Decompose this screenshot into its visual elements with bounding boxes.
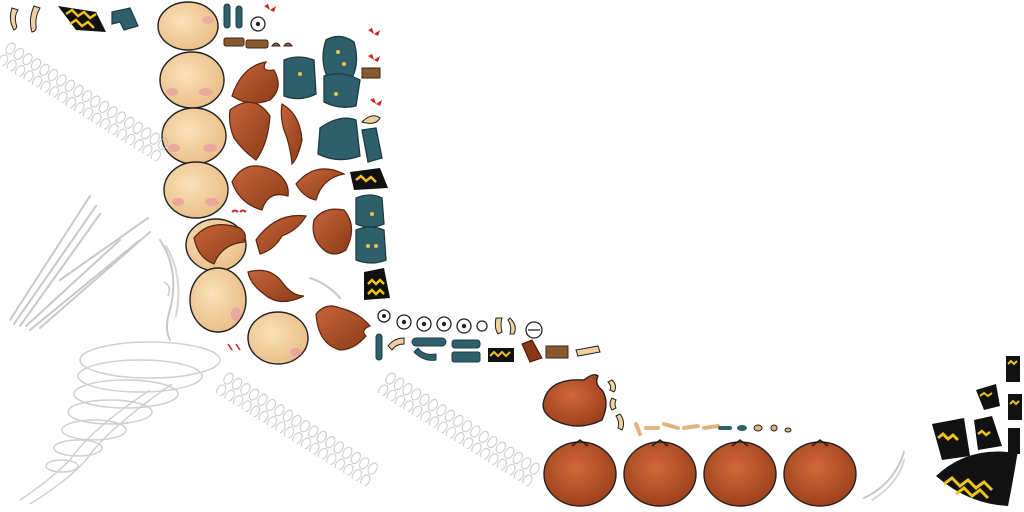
arm-sprite xyxy=(9,7,19,31)
hair-sprite xyxy=(193,224,246,265)
ribbon-sprites xyxy=(361,28,382,124)
cloth-sprite xyxy=(355,226,387,264)
spring-sprites xyxy=(0,40,543,488)
cloth-sprite xyxy=(317,117,361,161)
face-sprite xyxy=(189,267,247,333)
cloth-sprite xyxy=(323,73,361,108)
pumpkin-sprite xyxy=(783,441,857,507)
pumpkin-sprite xyxy=(703,441,777,507)
face-sprite xyxy=(163,161,229,219)
pumpkin-sprite xyxy=(623,441,697,507)
face-sprite xyxy=(161,107,227,165)
spring-sprite xyxy=(214,370,381,488)
cloth-sprite xyxy=(283,56,317,100)
hair-sprite xyxy=(255,214,307,255)
pumpkin-top-sprite xyxy=(542,373,607,427)
hair-sprite xyxy=(231,165,289,211)
hat-brim-sprite xyxy=(936,450,1018,506)
arm-sprite xyxy=(29,5,41,33)
hat-sprites xyxy=(58,6,106,32)
cloth-sprite xyxy=(355,194,385,228)
face-sprite xyxy=(159,51,225,109)
hat-sprites xyxy=(932,356,1022,506)
limb-sprites xyxy=(9,3,243,33)
hair-sprite xyxy=(280,103,303,166)
hat-stripe xyxy=(69,18,95,29)
pumpkin-sprites xyxy=(542,373,857,507)
face-sprite xyxy=(157,1,219,51)
leg-sprite xyxy=(235,5,243,29)
eye-sprites xyxy=(377,309,543,339)
spring-sprite xyxy=(0,40,172,163)
face-sprite xyxy=(247,311,309,365)
hair-sprite xyxy=(295,168,346,201)
boot-sprite xyxy=(111,7,139,31)
hair-sprites xyxy=(193,61,372,351)
wood-sprites xyxy=(223,37,293,49)
ribbon-sprite xyxy=(264,4,276,12)
hair-sprite xyxy=(247,269,305,303)
hair-sprite xyxy=(228,101,271,161)
tornado-sprite xyxy=(19,341,221,505)
hair-sprite xyxy=(315,305,372,351)
cloth-sprites xyxy=(283,35,387,264)
limb-sprites xyxy=(607,379,792,436)
hat-sprites xyxy=(350,168,390,300)
cloth-sprite xyxy=(163,281,171,297)
spring-sprite xyxy=(376,370,543,488)
hair-sprite xyxy=(312,208,353,255)
hair-sprite xyxy=(231,61,279,104)
pumpkin-sprite xyxy=(543,441,617,507)
hat-sprite xyxy=(58,6,106,32)
cloth-sprite xyxy=(361,127,383,163)
streak-sprites xyxy=(9,195,905,501)
hat-stripe xyxy=(65,8,97,20)
leg-sprite xyxy=(223,3,231,29)
eye-pupil xyxy=(255,21,261,27)
limb-sprites xyxy=(375,317,601,363)
